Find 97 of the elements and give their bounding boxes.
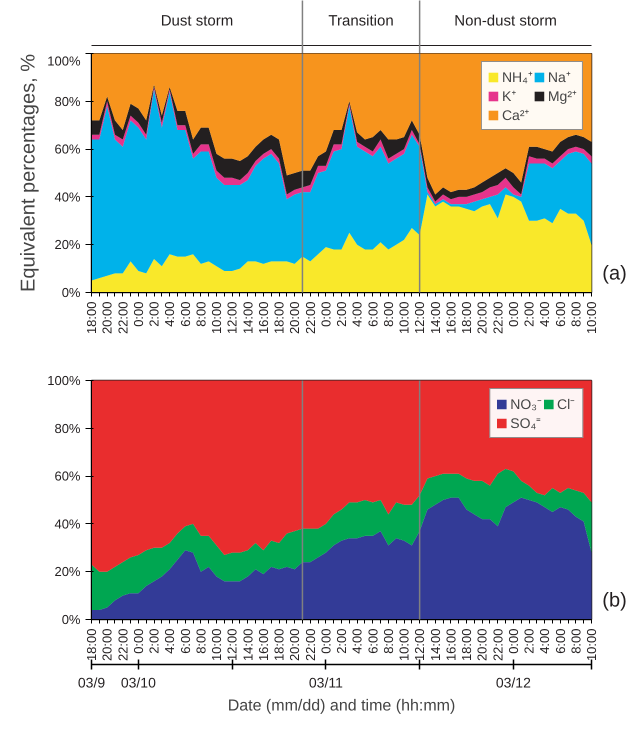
x-tick-label: 8:00 [568,301,584,327]
x2-tick-label: 03/11 [308,674,344,690]
x-tick-label: 10:00 [209,628,224,662]
x-tick-label: 10:00 [584,628,599,662]
y-tick-label: 20% [54,237,81,252]
legend-label: Na⁺ [548,68,571,86]
x2-tick-label: 03/12 [496,674,532,690]
x-tick-label: 6:00 [552,301,568,327]
x-tick-label: 6:00 [552,628,568,654]
text: Dust storm [160,12,234,30]
x-tick-label: 10:00 [396,301,412,334]
y-tick-label: 100% [47,54,81,68]
x2-tick-label: 03/9 [78,674,106,690]
x-tick-label: 4:00 [537,628,552,654]
x-tick-label: 22:00 [115,301,130,334]
x-tick-label: 22:00 [302,628,318,662]
x-tick-label: 8:00 [380,301,396,327]
y-tick-label: 40% [54,516,81,532]
x-tick-label: 8:00 [193,301,208,327]
x-tick-label: 14:00 [428,301,443,334]
x-tick-label: 6:00 [365,628,380,654]
x-tick-label: 14:00 [240,301,256,334]
x-tick-label: 20:00 [287,628,302,662]
y-tick-label: 60% [54,468,81,484]
y-tick-label: 60% [54,142,81,157]
x-tick-label: 10:00 [396,628,412,662]
text: (b) [602,590,627,612]
y-tick-label: 100% [47,373,81,388]
x-tick-label: 10:00 [584,301,599,334]
x-tick-label: 0:00 [506,301,521,327]
legend-label: NH₄⁺ [502,68,533,86]
x-tick-label: 0:00 [130,301,146,327]
x-tick-label: 14:00 [428,628,443,662]
x-tick-label: 20:00 [100,628,115,662]
x-tick-label: 2:00 [146,628,162,654]
x-tick-label: 18:00 [272,628,286,662]
x2-axis-title: Date (mm/dd) and time (hh:mm) [228,698,456,714]
legend-label: K⁺ [502,87,518,105]
x-tick-label: 6:00 [178,628,193,654]
x-tick-label: 0:00 [318,301,334,327]
x-tick-label: 12:00 [412,628,428,662]
x-tick-label: 22:00 [490,628,506,662]
y-tick-label: 0% [62,285,81,300]
x-tick-label: 2:00 [522,301,536,327]
y-tick-label: 0% [62,612,81,627]
y-tick-label: 40% [54,189,81,204]
text: Transition [328,12,394,30]
x-tick-label: 16:00 [443,628,458,662]
x-tick-label: 18:00 [459,628,474,662]
x-tick-label: 18:00 [84,301,99,334]
x-tick-label: 16:00 [256,628,271,662]
legend-label: Mg²⁺ [548,87,577,105]
series-label: SO₄⁼ [510,414,542,432]
x-tick-label: 12:00 [224,628,240,662]
series-label: Ca²⁺ [502,106,530,124]
y-tick-label: 20% [54,564,81,580]
x2-tick-label: 03/10 [120,674,156,690]
x-tick-label: 18:00 [272,301,286,334]
x-tick-label: 0:00 [130,628,146,654]
x-tick-label: 2:00 [334,628,349,654]
x-tick-label: 0:00 [506,628,521,654]
x-tick-label: 22:00 [490,301,506,334]
x-tick-label: 2:00 [334,301,349,327]
x-tick-label: 20:00 [287,301,302,334]
x-tick-label: 8:00 [193,628,208,654]
x-tick-label: 14:00 [240,628,256,662]
legend-label: Cl⁻ [557,395,576,413]
x-tick-label: 0:00 [318,628,334,654]
x-tick-label: 6:00 [178,301,193,327]
x-tick-label: 4:00 [162,628,178,654]
x-tick-label: 4:00 [162,301,178,327]
x-tick-label: 16:00 [443,301,458,334]
text: (a) [602,262,627,284]
x-tick-label: 2:00 [522,628,536,654]
legend-label: NO₃⁻ [510,395,542,413]
x-tick-label: 8:00 [380,628,396,654]
y-tick-label: 80% [54,94,81,109]
x-tick-label: 16:00 [256,301,271,334]
y-axis-title: Equivalent percentages, % [17,54,40,292]
x-tick-label: 2:00 [146,301,162,327]
x-tick-label: 10:00 [209,301,224,334]
x-tick-label: 22:00 [115,628,130,662]
x-tick-label: 22:00 [302,301,318,334]
x-tick-label: 12:00 [224,301,240,334]
x-tick-label: 4:00 [350,628,365,654]
x-tick-label: 20:00 [474,301,490,334]
x-tick-label: 20:00 [474,628,490,662]
x-tick-label: 4:00 [350,301,365,327]
y-tick-label: 80% [54,420,81,436]
x-tick-label: 6:00 [365,301,380,327]
x-tick-label: 18:00 [84,628,99,662]
x-tick-label: 20:00 [100,301,115,334]
x-tick-label: 12:00 [412,301,428,334]
x-tick-label: 4:00 [537,301,552,327]
x-tick-label: 18:00 [459,301,474,334]
x-tick-label: 8:00 [568,628,584,654]
text: Non-dust storm [454,12,557,30]
